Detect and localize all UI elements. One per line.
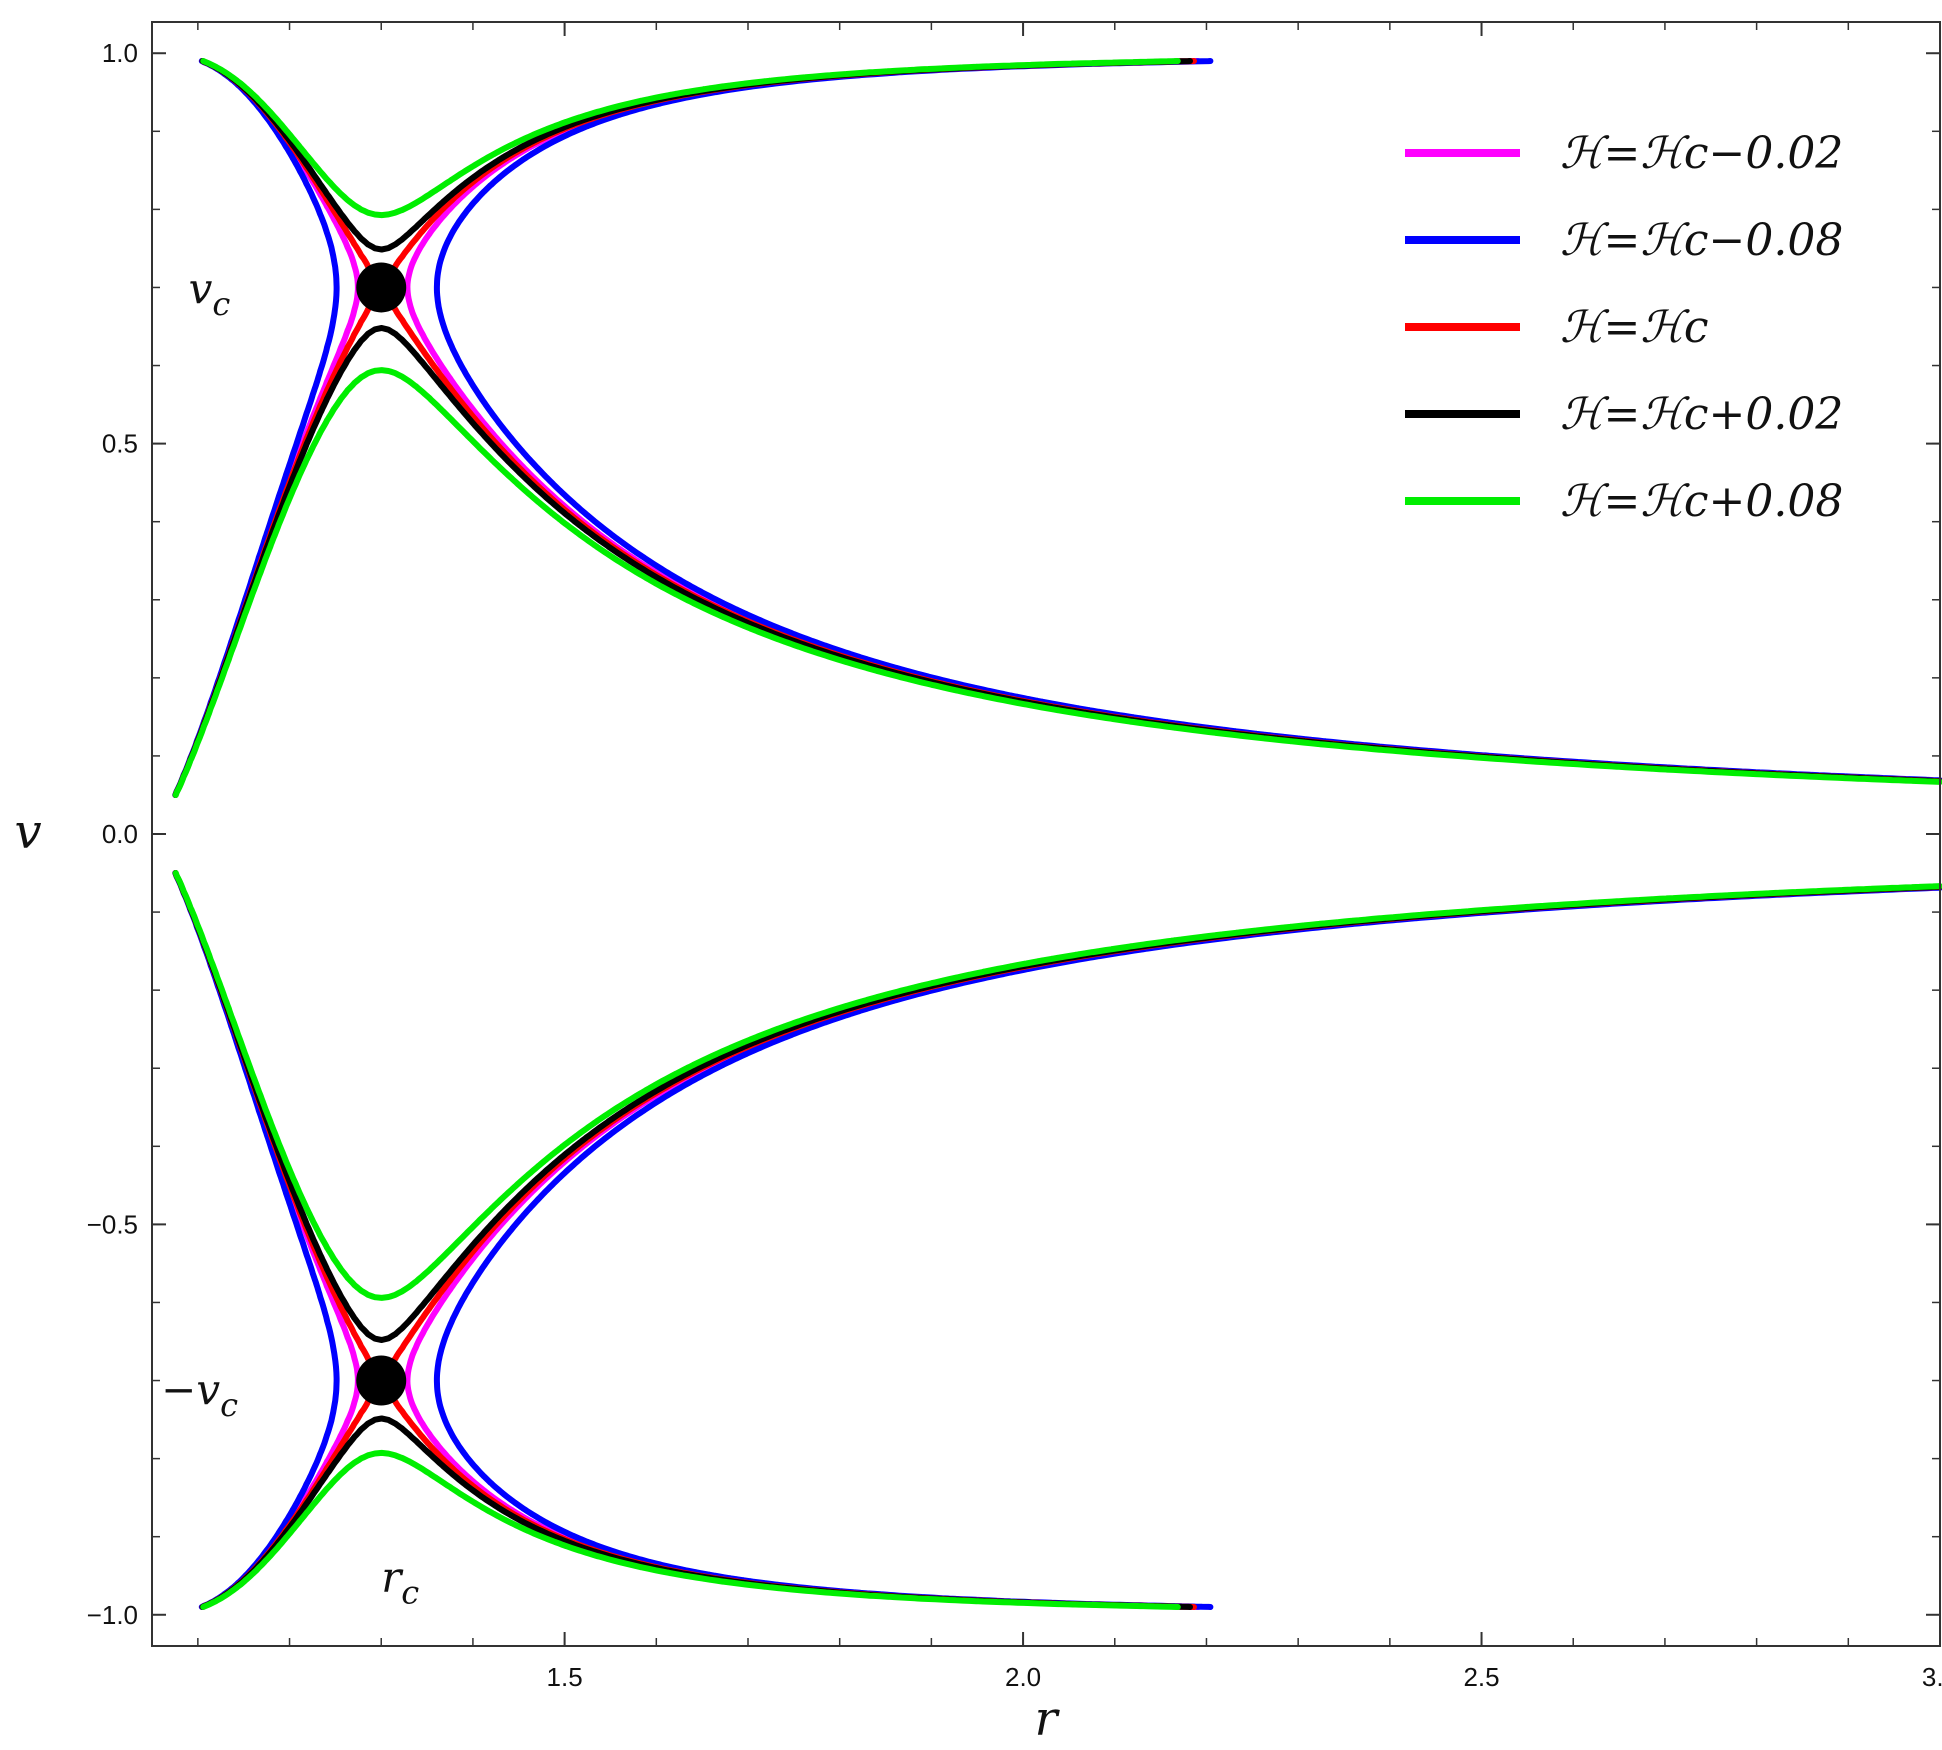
legend-label-1: ℋ=ℋc−0.02 [1560, 128, 1843, 179]
series-curve-1-lower [172, 870, 1942, 1610]
legend-label-2: ℋ=ℋc−0.08 [1560, 215, 1843, 266]
x-tick-label: 1.5 [547, 1662, 583, 1692]
x-tick-label: 2.5 [1463, 1662, 1499, 1692]
y-tick-label: 0.0 [102, 819, 138, 849]
series-curve-4-lower [172, 870, 1942, 1610]
critical-point-lower [356, 1355, 407, 1406]
x-tick-label: 2.0 [1005, 1662, 1041, 1692]
series-curve-5-lower [172, 870, 1942, 1610]
tick-layer: 1.5 2.0 2.5 3.0 −1.0 −0.5 0.0 0.5 1.0 [87, 22, 1942, 1692]
legend-label-5: ℋ=ℋc+0.08 [1560, 476, 1843, 527]
annotation-layer: vc −vc rc [161, 264, 419, 1611]
series-curve-2-lower [172, 870, 1942, 1610]
annotation-3: rc [381, 1552, 419, 1611]
y-tick-label: −0.5 [87, 1209, 138, 1239]
x-axis-label: r [1035, 1691, 1061, 1747]
y-tick-label: 0.5 [102, 429, 138, 459]
critical-point-layer [356, 262, 407, 1406]
legend-label-3: ℋ=ℋc [1560, 302, 1708, 353]
y-tick-label: −1.0 [87, 1600, 138, 1630]
series-curve-3-lower [172, 870, 1942, 1610]
legend: ℋ=ℋc−0.02 ℋ=ℋc−0.08 ℋ=ℋc ℋ=ℋc+0.02 ℋ=ℋc+0.08 [1405, 128, 1843, 527]
y-axis-label: v [14, 804, 41, 860]
critical-point-upper [356, 262, 407, 313]
y-tick-label: 1.0 [102, 38, 138, 68]
annotation-2: −vc [161, 1365, 238, 1424]
curve-layer [172, 58, 1942, 1610]
x-tick-label: 3.0 [1922, 1662, 1942, 1692]
annotation-1: vc [189, 264, 231, 323]
series-curve-5-upper [172, 58, 1942, 798]
legend-label-4: ℋ=ℋc+0.02 [1560, 389, 1843, 440]
